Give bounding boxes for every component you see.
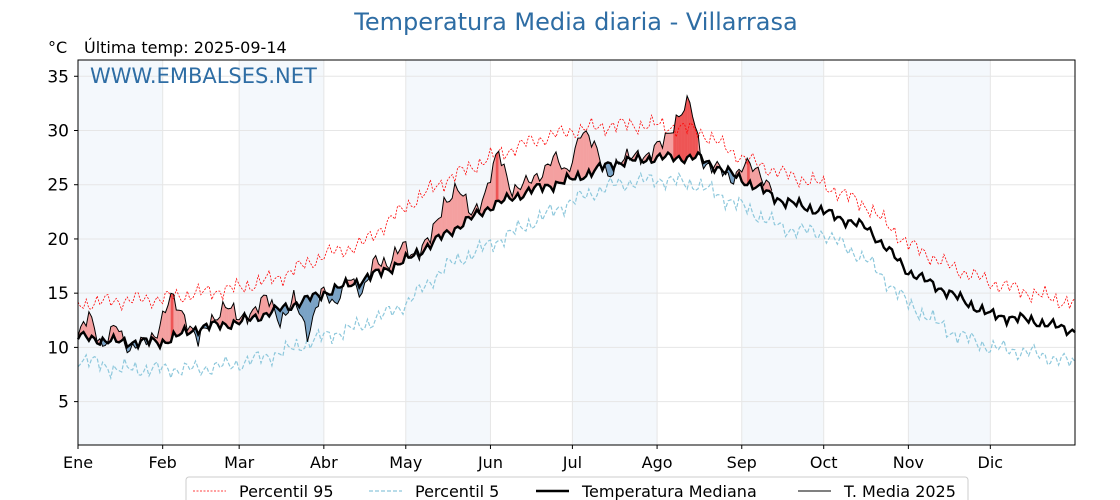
- x-tick-label: Ene: [63, 453, 93, 472]
- chart-title: Temperatura Media diaria - Villarrasa: [354, 8, 798, 36]
- anomaly-segment: [446, 201, 450, 234]
- plot-frame: [77, 59, 1076, 446]
- x-tick-label: Sep: [727, 453, 757, 472]
- anomaly-segment: [495, 150, 499, 202]
- anomaly-segment: [487, 182, 491, 211]
- x-tick-label: May: [389, 453, 422, 472]
- x-tick-label: Ago: [642, 453, 673, 472]
- month-band: [741, 60, 824, 445]
- x-tick-label: Mar: [224, 453, 255, 472]
- last-temp-label: Última temp: 2025-09-14: [84, 38, 287, 57]
- legend-box: [185, 476, 969, 500]
- grid-lines: [77, 60, 1075, 445]
- anomaly-segment: [443, 196, 447, 234]
- anomaly-segment: [176, 309, 180, 337]
- series-lines: [76, 94, 1076, 381]
- x-tick-label: Jun: [477, 453, 503, 472]
- y-tick-label: 5: [58, 393, 69, 413]
- y-tick-label: 10: [47, 338, 69, 358]
- anomaly-segment: [460, 193, 464, 229]
- anomaly-segment: [681, 109, 685, 164]
- x-tick-label: Oct: [810, 453, 838, 472]
- legend-label: Percentil 95: [239, 482, 334, 500]
- watermark-text: WWW.EMBALSES.NET: [90, 64, 317, 88]
- anomaly-segment: [547, 163, 551, 188]
- anomaly-segment: [449, 197, 453, 237]
- y-tick-label: 25: [47, 176, 69, 196]
- axes: 5 10 15 20 25 30 35 Ene Feb Mar Abr May Jun Jul Ago Sep…: [47, 67, 1003, 472]
- anomaly-segment: [678, 114, 682, 162]
- x-tick-label: Nov: [893, 453, 924, 472]
- x-tick-label: Feb: [149, 453, 177, 472]
- x-tick-label: Jul: [562, 453, 582, 472]
- y-tick-label: 15: [47, 284, 69, 304]
- legend-label: Percentil 5: [415, 482, 499, 500]
- anomaly-segment: [676, 114, 680, 159]
- anomaly-segment: [501, 163, 505, 204]
- series-line-t-media-2025: [77, 94, 773, 354]
- series-line-temperatura-mediana: [76, 150, 1076, 351]
- anomaly-segment: [583, 130, 587, 180]
- legend: Percentil 95 Percentil 5 Temperatura Media…: [185, 476, 969, 500]
- month-band: [405, 60, 491, 445]
- y-tick-label: 20: [47, 230, 69, 250]
- anomaly-segment: [263, 294, 267, 315]
- y-tick-label: 35: [47, 67, 69, 87]
- anomaly-segment: [457, 189, 461, 229]
- anomaly-segment: [228, 308, 232, 329]
- y-unit-label: °C: [48, 38, 68, 57]
- anomaly-segment: [686, 95, 691, 158]
- x-tick-label: Abr: [310, 453, 338, 472]
- month-band: [908, 60, 991, 445]
- y-tick-label: 30: [47, 121, 69, 141]
- anomaly-segment: [544, 163, 548, 186]
- month-band: [78, 60, 163, 445]
- series-line-percentil-95: [77, 114, 1076, 312]
- legend-label: T. Media 2025: [843, 482, 956, 500]
- month-band: [572, 60, 658, 445]
- x-tick-label: Dic: [978, 453, 1004, 472]
- month-bands: [78, 60, 991, 445]
- legend-label: Temperatura Mediana: [581, 482, 757, 500]
- anomaly-segment: [580, 132, 584, 181]
- anomaly-segment: [162, 310, 166, 344]
- month-band: [239, 60, 324, 445]
